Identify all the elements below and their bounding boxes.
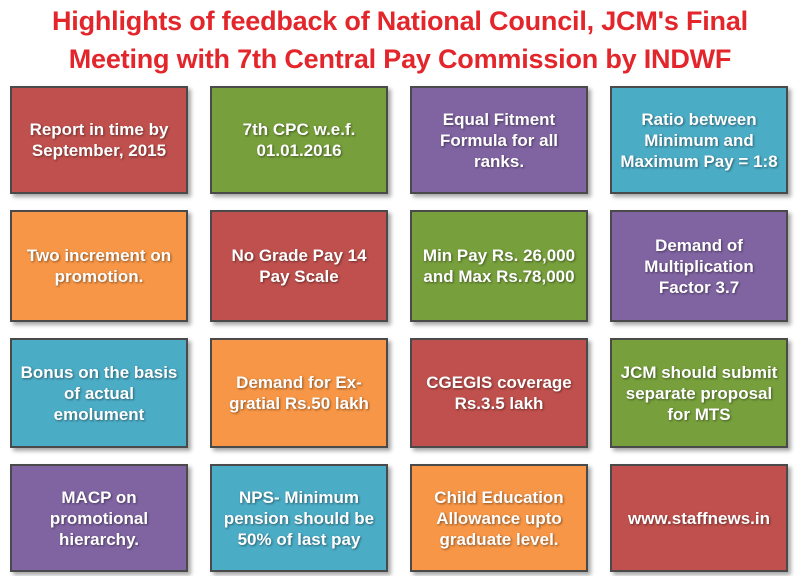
tile-report-in-time: Report in time by September, 2015 [10,86,188,194]
tile-7th-cpc-date: 7th CPC w.e.f. 01.01.2016 [210,86,388,194]
tile-nps-pension: NPS- Minimum pension should be 50% of la… [210,464,388,572]
tile-no-grade-pay: No Grade Pay 14 Pay Scale [210,210,388,322]
tile-min-max-pay: Min Pay Rs. 26,000 and Max Rs.78,000 [410,210,588,322]
tile-website: www.staffnews.in [610,464,788,572]
tile-equal-fitment: Equal Fitment Formula for all ranks. [410,86,588,194]
title-line-1: Highlights of feedback of National Counc… [52,6,748,36]
tile-macp: MACP on promotional hierarchy. [10,464,188,572]
tile-two-increment: Two increment on promotion. [10,210,188,322]
tile-bonus: Bonus on the basis of actual emolument [10,338,188,448]
tile-ex-gratia: Demand for Ex-gratial Rs.50 lakh [210,338,388,448]
tile-pay-ratio: Ratio between Minimum and Maximum Pay = … [610,86,788,194]
page-title: Highlights of feedback of National Counc… [0,2,800,78]
title-line-2: Meeting with 7th Central Pay Commission … [68,44,732,74]
tile-mts-proposal: JCM should submit separate proposal for … [610,338,788,448]
tile-cgegis: CGEGIS coverage Rs.3.5 lakh [410,338,588,448]
highlights-grid: Report in time by September, 2015 7th CP… [8,86,792,572]
tile-multiplication-factor: Demand of Multiplication Factor 3.7 [610,210,788,322]
tile-child-education: Child Education Allowance upto graduate … [410,464,588,572]
